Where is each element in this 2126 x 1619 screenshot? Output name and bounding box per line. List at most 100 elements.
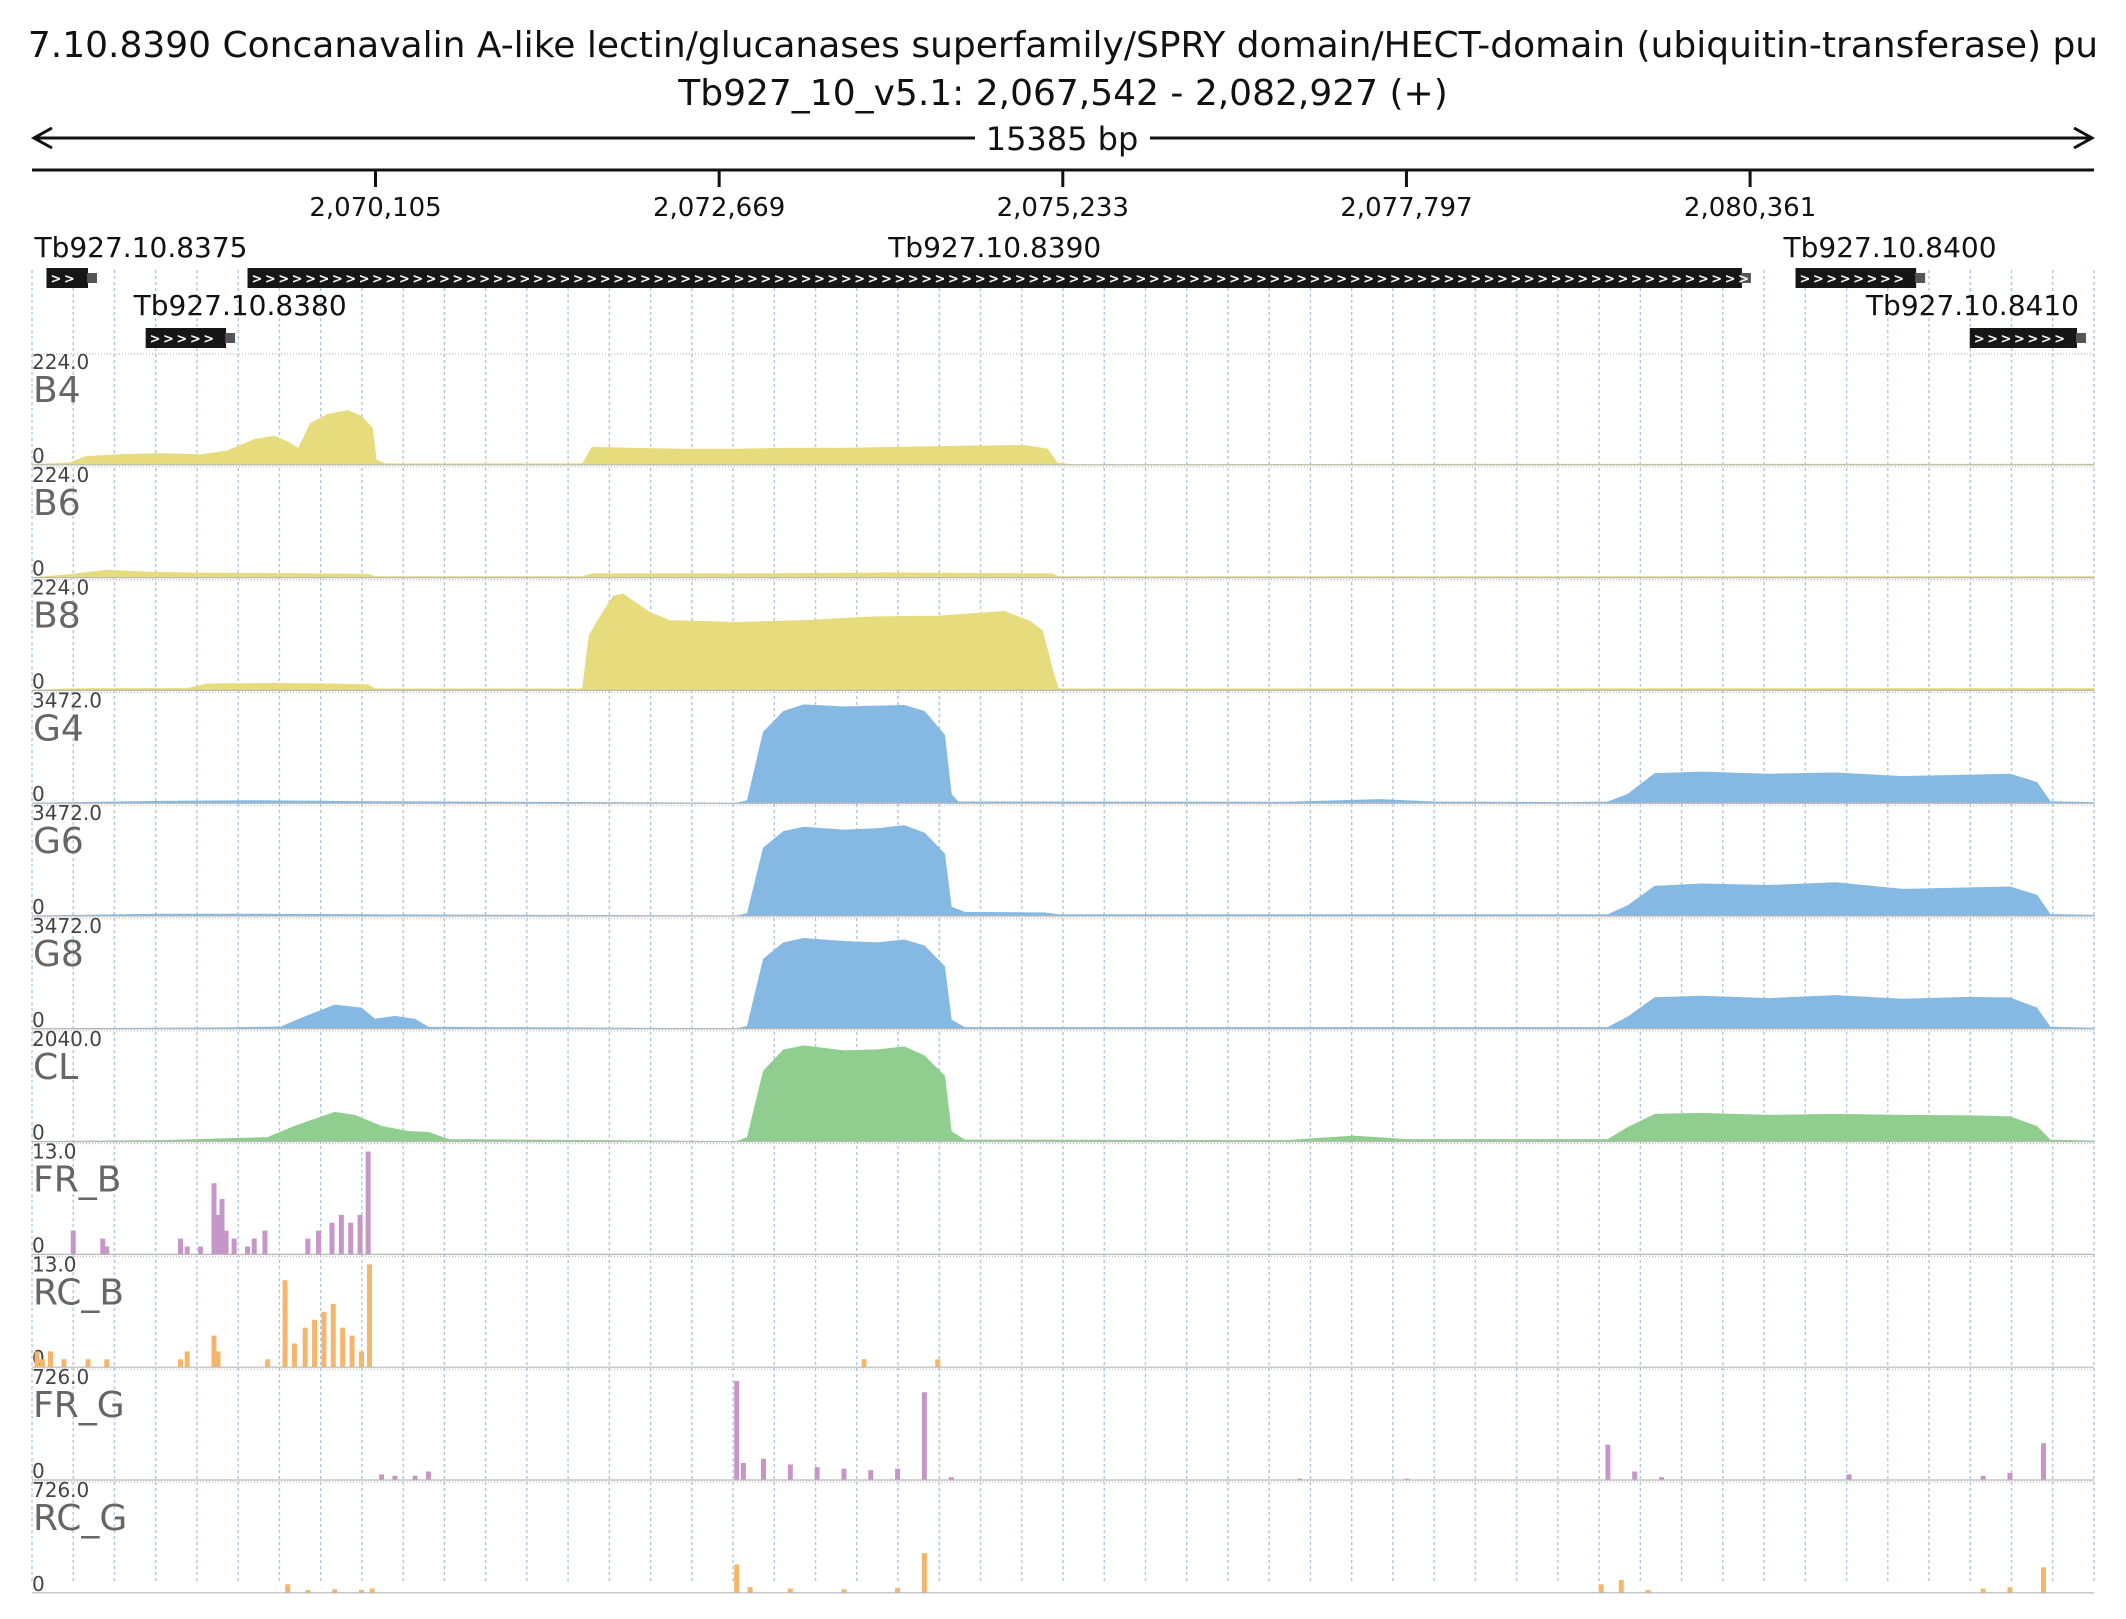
gene-feature [46, 268, 89, 288]
track-name: B8 [33, 596, 81, 637]
track-name: B4 [33, 370, 81, 411]
track-max-label: 13.0 [32, 1140, 77, 1164]
track-min-label: 0 [32, 895, 45, 919]
gene-feature-utr [87, 273, 98, 283]
coverage-bar [1658, 1477, 1664, 1480]
coverage-bar [787, 1464, 793, 1480]
coverage-area [31, 1045, 2095, 1143]
gene-strand-arrows: >> [50, 272, 77, 287]
track-max-label: 2040.0 [32, 1027, 102, 1051]
coverage-bar [329, 1222, 335, 1255]
coverage-bar [734, 1380, 740, 1480]
coverage-bar [104, 1246, 110, 1255]
gene-feature-utr [225, 333, 236, 343]
coverage-bar [1632, 1471, 1638, 1480]
coverage-bar [100, 1238, 106, 1255]
coverage-bar [921, 1553, 927, 1593]
ruler-tick-label: 2,077,797 [1340, 193, 1472, 223]
coverage-bar [1618, 1580, 1624, 1593]
coverage-bar [178, 1359, 184, 1368]
coverage-bar [861, 1359, 867, 1368]
coverage-bar [1605, 1444, 1611, 1480]
track-max-label: 224.0 [32, 576, 89, 600]
track-max-label: 13.0 [32, 1252, 77, 1276]
coverage-bar [104, 1359, 110, 1368]
coverage-bar [316, 1230, 322, 1255]
coverage-area [31, 593, 2095, 691]
coverage-bar [369, 1588, 375, 1593]
coverage-area [31, 704, 2095, 804]
coverage-bar [935, 1359, 941, 1368]
gene-feature-utr [1915, 273, 1926, 283]
track-max-label: 224.0 [32, 350, 89, 374]
coverage-bar [340, 1327, 346, 1368]
coverage-bar [282, 1280, 288, 1368]
coverage-bar [61, 1359, 67, 1368]
track-name: FR_G [33, 1385, 125, 1426]
coverage-bar [348, 1222, 354, 1255]
track-name: FR_B [33, 1160, 121, 1201]
coverage-bar [85, 1359, 91, 1368]
coverage-bar [265, 1359, 271, 1368]
coverage-bar [312, 1319, 318, 1368]
track-min-label: 0 [32, 1572, 45, 1596]
coverage-bar [358, 1589, 364, 1593]
gene-strand-arrows: >>>>>>>> [1800, 272, 1907, 287]
coverage-bar [285, 1584, 291, 1593]
coverage-bar [1404, 1478, 1410, 1480]
coverage-area [31, 825, 2095, 917]
gene-feature-utr [1740, 273, 1751, 283]
coverage-bar [740, 1463, 746, 1480]
gene-strand-arrows: >>>>> [150, 332, 217, 347]
gene-feature [247, 268, 1742, 288]
coverage-bar [761, 1458, 767, 1480]
locus-coordinates: Tb927_10_v5.1: 2,067,542 - 2,082,927 (+) [678, 73, 1448, 114]
track-name: RC_B [33, 1272, 124, 1313]
coverage-bar [1980, 1475, 1986, 1480]
coverage-bar [211, 1335, 217, 1368]
span-label: 15385 bp [986, 120, 1139, 158]
coverage-bar [349, 1335, 355, 1368]
coverage-area [31, 410, 2095, 466]
coverage-bar [1846, 1474, 1852, 1480]
coverage-bar [1598, 1584, 1604, 1593]
track-max-label: 726.0 [32, 1478, 89, 1502]
track-max-label: 3472.0 [32, 914, 102, 938]
coverage-bar [841, 1468, 847, 1480]
coverage-bar [70, 1230, 76, 1255]
coverage-bar [39, 1359, 45, 1368]
coverage-bar [184, 1351, 190, 1368]
coverage-bar [223, 1230, 229, 1255]
track-name: G6 [33, 821, 84, 862]
gene-strand-arrows: >>>>>>> [1974, 332, 2068, 347]
ruler-tick-label: 2,080,361 [1684, 193, 1816, 223]
track-max-label: 726.0 [32, 1365, 89, 1389]
coverage-bar [895, 1468, 901, 1480]
track-name: G4 [33, 708, 84, 749]
gene-feature [1969, 328, 2077, 348]
track-min-label: 0 [32, 669, 45, 693]
coverage-bar [921, 1392, 927, 1480]
gene-label: Tb927.10.8375 [33, 231, 247, 264]
coverage-bar [2007, 1587, 2013, 1593]
coverage-bar [330, 1303, 336, 1368]
coverage-bar [215, 1214, 221, 1255]
coverage-bar [198, 1246, 204, 1255]
track-max-label: 224.0 [32, 463, 89, 487]
coverage-bar [305, 1589, 311, 1593]
span-arrow-left [30, 126, 53, 150]
track-min-label: 0 [32, 1233, 45, 1257]
coverage-bar [1297, 1478, 1303, 1480]
coverage-bar [366, 1264, 372, 1368]
coverage-bar [747, 1587, 753, 1593]
ruler-tick-label: 2,070,105 [309, 193, 441, 223]
track-min-label: 0 [32, 782, 45, 806]
coverage-bar [412, 1475, 418, 1480]
coverage-bar [178, 1238, 184, 1255]
track-min-label: 0 [32, 557, 45, 581]
track-name: RC_G [33, 1498, 127, 1539]
coverage-bar [814, 1467, 820, 1480]
track-max-label: 3472.0 [32, 801, 102, 825]
